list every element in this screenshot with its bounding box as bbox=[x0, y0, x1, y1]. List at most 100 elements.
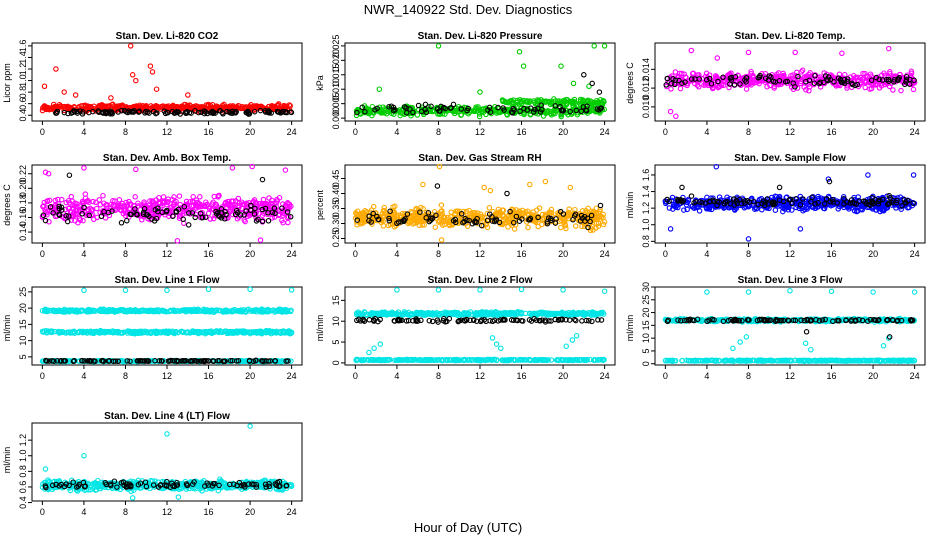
data-point bbox=[433, 212, 439, 219]
data-point bbox=[452, 211, 458, 217]
data-point bbox=[153, 197, 159, 203]
data-point bbox=[190, 194, 196, 200]
data-point bbox=[586, 83, 592, 90]
data-point bbox=[593, 209, 599, 216]
y-tick-label: 5 bbox=[331, 340, 341, 345]
data-point bbox=[906, 81, 913, 87]
data-point bbox=[244, 211, 250, 217]
data-point bbox=[229, 165, 236, 171]
y-tick-label: 0 bbox=[331, 360, 341, 365]
data-point bbox=[862, 70, 868, 77]
data-point bbox=[94, 205, 100, 212]
data-point bbox=[708, 80, 715, 87]
data-point bbox=[513, 207, 519, 213]
y-tick-label: 0.005 bbox=[331, 92, 341, 115]
y-tick-label: 0.14 bbox=[18, 223, 28, 241]
data-point bbox=[596, 89, 603, 95]
data-point bbox=[284, 214, 291, 221]
data-point bbox=[849, 81, 856, 88]
data-point bbox=[109, 109, 115, 116]
data-point bbox=[548, 215, 554, 222]
y-tick-label: 0.8 bbox=[18, 86, 28, 99]
y-tick-label: 0.014 bbox=[641, 58, 651, 81]
data-point bbox=[255, 216, 261, 223]
data-point bbox=[67, 208, 74, 215]
data-point bbox=[105, 209, 112, 216]
data-point bbox=[288, 287, 295, 293]
data-point bbox=[743, 75, 750, 81]
data-point bbox=[835, 82, 841, 88]
x-tick-label: 0 bbox=[353, 127, 358, 137]
data-point bbox=[140, 211, 147, 217]
data-point bbox=[76, 207, 83, 213]
data-point bbox=[715, 78, 721, 85]
data-point bbox=[211, 193, 218, 200]
panel-sample-flow: Stan. Dev. Sample Flow ml/min 0 4 8 12 16 20 2… bbox=[625, 153, 926, 259]
data-point bbox=[452, 216, 459, 223]
y-tick-label: 1.0 bbox=[641, 218, 651, 231]
x-tick-label: 12 bbox=[475, 127, 485, 137]
data-point bbox=[749, 79, 755, 85]
data-point bbox=[548, 112, 555, 118]
x-tick-label: 20 bbox=[868, 249, 878, 259]
y-tick-label: 0.000 bbox=[331, 107, 341, 130]
data-point bbox=[80, 217, 86, 224]
data-point bbox=[537, 109, 544, 115]
data-point bbox=[40, 212, 47, 218]
data-point bbox=[132, 206, 138, 212]
data-point bbox=[721, 77, 727, 84]
data-point bbox=[204, 201, 210, 208]
panel-licor-temp: Stan. Dev. Li-820 Temp. degrees C 0 4 8 12 1… bbox=[625, 31, 926, 137]
data-point bbox=[476, 113, 483, 120]
x-tick-label: 0 bbox=[663, 249, 668, 259]
data-point bbox=[743, 86, 750, 92]
y-tick-label: 15 bbox=[18, 319, 28, 329]
data-point bbox=[458, 112, 464, 118]
data-point bbox=[839, 79, 846, 86]
data-point bbox=[225, 201, 231, 208]
data-point bbox=[538, 102, 544, 109]
x-tick-label: 8 bbox=[436, 249, 441, 259]
data-point bbox=[158, 204, 164, 210]
data-point bbox=[701, 82, 707, 88]
data-series bbox=[39, 286, 295, 365]
data-point bbox=[193, 202, 200, 208]
data-point bbox=[544, 220, 551, 227]
data-point bbox=[186, 210, 192, 216]
data-point bbox=[423, 109, 430, 116]
y-tick-label: 0.20 bbox=[18, 180, 28, 198]
data-point bbox=[745, 49, 752, 56]
data-point bbox=[213, 103, 220, 109]
data-point bbox=[205, 286, 212, 293]
data-point bbox=[535, 214, 541, 221]
data-point bbox=[597, 202, 604, 209]
data-point bbox=[876, 79, 882, 86]
panel-gas-rh: Stan. Dev. Gas Stream RH percent 0 4 8 12 16… bbox=[315, 153, 616, 259]
y-tick-label: 0.16 bbox=[18, 209, 28, 227]
data-point bbox=[865, 172, 871, 178]
data-point bbox=[885, 45, 892, 52]
data-point bbox=[573, 107, 580, 114]
data-point bbox=[452, 219, 459, 226]
y-axis-label: degrees C bbox=[625, 62, 635, 104]
data-point bbox=[407, 214, 414, 221]
data-point bbox=[164, 207, 170, 214]
data-point bbox=[500, 98, 506, 105]
data-point bbox=[282, 167, 289, 173]
data-point bbox=[870, 82, 876, 88]
y-tick-label: 0.6 bbox=[18, 97, 28, 110]
y-tick-label: 0.18 bbox=[18, 194, 28, 212]
data-point bbox=[460, 219, 466, 226]
data-point bbox=[472, 209, 478, 216]
data-point bbox=[784, 78, 791, 85]
data-point bbox=[581, 72, 587, 78]
data-point bbox=[121, 107, 128, 114]
data-point bbox=[411, 108, 417, 114]
data-point bbox=[516, 48, 523, 55]
data-point bbox=[43, 106, 49, 113]
y-tick-label: 0.35 bbox=[331, 200, 341, 218]
y-tick-label: 1.4 bbox=[18, 51, 28, 64]
data-point bbox=[98, 213, 105, 220]
plot-frame bbox=[31, 286, 303, 366]
x-tick-label: 24 bbox=[600, 249, 610, 259]
